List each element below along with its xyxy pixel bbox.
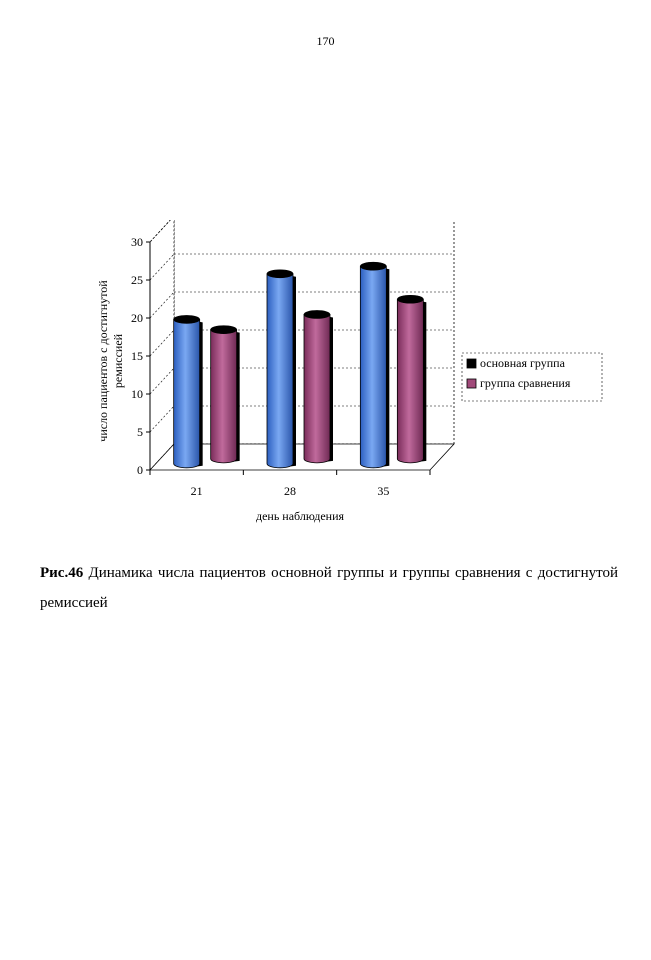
y-tick-label: 0 <box>137 463 143 477</box>
bar-body <box>266 273 294 469</box>
bar-cap <box>266 269 294 279</box>
y-axis-title: ремиссией <box>111 333 125 388</box>
bar-cap <box>173 315 200 324</box>
bar-body <box>210 329 238 464</box>
gridline-side <box>149 405 175 433</box>
legend: основная группа группа сравнения <box>461 352 603 402</box>
gridline-side <box>149 367 175 395</box>
y-tick-label: 25 <box>131 273 143 287</box>
gridline-side <box>149 253 175 281</box>
figure-caption: Рис.46 Динамика числа пациентов основной… <box>40 558 618 618</box>
bar <box>396 294 427 464</box>
gridline-side <box>149 291 175 319</box>
side-wall <box>149 220 175 472</box>
bar <box>266 269 296 469</box>
legend-box <box>461 352 603 402</box>
y-axis-title-group: число пациентов с достигнутой ремиссией <box>96 280 125 442</box>
bar-cap <box>210 325 237 334</box>
bar <box>173 315 203 469</box>
bar-cap <box>397 294 424 304</box>
bar <box>303 310 333 464</box>
bar <box>359 261 390 469</box>
bar-chart: 0 5 10 15 20 25 30 21 28 35 день наблюдения число п… <box>96 220 603 523</box>
x-tick-label: 28 <box>284 484 296 498</box>
bar <box>210 325 240 464</box>
legend-swatch <box>466 358 477 369</box>
x-axis-title: день наблюдения <box>256 509 345 523</box>
bar-body <box>303 314 331 464</box>
gridline-side <box>149 329 175 357</box>
figure-caption-text: Динамика числа пациентов основной группы… <box>40 565 618 611</box>
y-tick-label: 20 <box>131 311 143 325</box>
y-tick-label: 10 <box>131 387 143 401</box>
bar-body <box>173 319 201 469</box>
figure-label: Рис.46 <box>40 565 84 581</box>
bar-cap <box>360 261 387 271</box>
legend-swatch <box>466 378 477 389</box>
legend-label: основная группа <box>480 356 566 370</box>
y-axis-title: число пациентов с достигнутой <box>96 280 110 442</box>
y-tick-label: 5 <box>137 425 143 439</box>
page-number: 170 <box>316 34 335 48</box>
y-tick-label: 30 <box>131 235 143 249</box>
legend-label: группа сравнения <box>480 376 571 390</box>
bar-cap <box>303 310 331 319</box>
bar-body <box>396 298 424 464</box>
x-tick-label: 35 <box>377 484 389 498</box>
x-tick-label: 21 <box>191 484 203 498</box>
gridline-side <box>149 220 171 243</box>
bar-body <box>359 265 387 469</box>
y-tick-label: 15 <box>131 349 143 363</box>
